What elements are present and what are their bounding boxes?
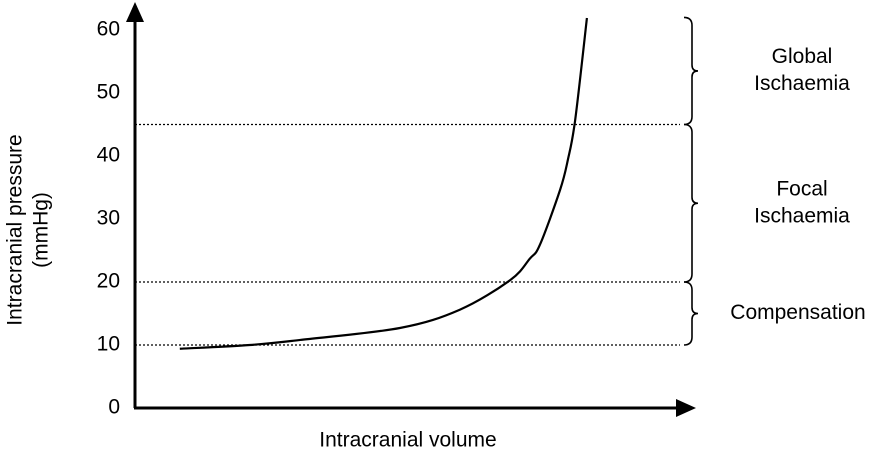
- y-axis-label: Intracranial pressure (mmHg): [4, 134, 53, 325]
- curve: [179, 17, 589, 350]
- y-axis-label-line: Intracranial pressure: [4, 134, 27, 325]
- y-axis-arrow: [126, 2, 144, 22]
- y-tick-label: 50: [97, 81, 120, 104]
- zone-brace: [683, 16, 699, 126]
- zone-label: Compensation: [730, 301, 865, 324]
- zone-brace: [683, 123, 699, 283]
- y-tick-label: 30: [97, 207, 120, 230]
- y-tick-label: 0: [108, 396, 120, 419]
- y-tick-label: 20: [97, 270, 120, 293]
- y-tick-label: 10: [97, 333, 120, 356]
- y-tick-label: 60: [97, 18, 120, 41]
- zone-label: Focal: [776, 177, 827, 200]
- zone-label: Global: [772, 45, 833, 68]
- x-axis-arrow: [676, 399, 696, 417]
- zone-label: Ischaemia: [754, 204, 850, 227]
- y-axis-label-line: (mmHg): [30, 192, 53, 268]
- zone-brace: [683, 281, 699, 346]
- y-tick-label: 40: [97, 144, 120, 167]
- x-axis-label: Intracranial volume: [319, 429, 496, 452]
- zone-label: Ischaemia: [754, 72, 850, 95]
